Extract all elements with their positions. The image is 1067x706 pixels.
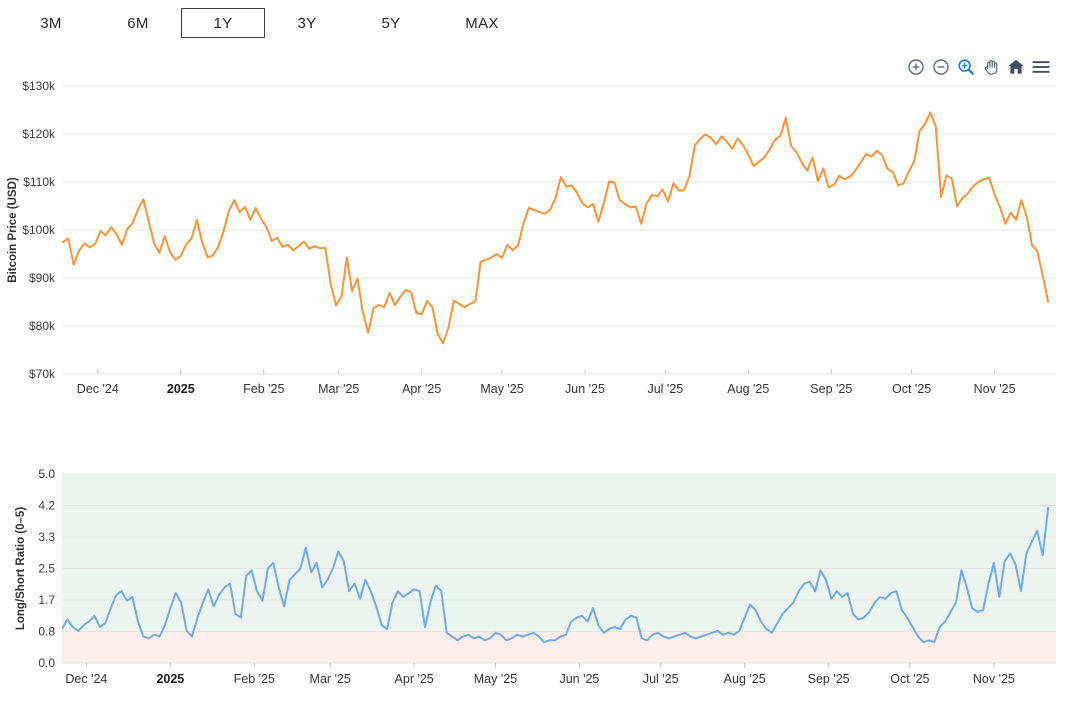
bitcoin-price-xtick-label: Aug '25 [727,382,769,396]
range-button-3m[interactable]: 3M [40,15,62,32]
bitcoin-price-ytick-label: $100k [22,223,56,237]
chart-toolbar [907,58,1050,76]
range-button-3y[interactable]: 3Y [297,15,317,32]
home-icon[interactable] [1007,58,1025,76]
long-short-ratio-xtick-label: Nov '25 [973,672,1015,686]
long-short-ratio-xtick-label: 2025 [156,672,184,686]
long-short-ratio-xtick-label: Jun '25 [559,672,599,686]
bitcoin-price-ytick-label: $120k [22,127,56,141]
long-short-ratio-xtick-label: May '25 [474,672,517,686]
bitcoin-price-xtick-label: Dec '24 [77,382,119,396]
long-short-ratio-xtick-label: Mar '25 [310,672,351,686]
bitcoin-price-ytick-label: $90k [29,271,56,285]
long-short-ratio-axis-title: Long/Short Ratio (0–5) [15,507,27,630]
long-short-ratio-ytick-label: 1.7 [38,593,55,607]
long-short-ratio-band-above-threshold [62,474,1056,632]
long-short-ratio-band-below-threshold [62,631,1056,663]
long-short-ratio-xtick-label: Sep '25 [808,672,850,686]
long-short-ratio-line [62,507,1050,644]
time-range-bar: 3M 6M 1Y 3Y 5Y MAX [0,8,1067,38]
long-short-ratio-ytick-label: 3.3 [38,530,55,544]
long-short-ratio-ytick-label: 0.8 [38,625,55,639]
bitcoin-price-ytick-label: $130k [22,79,56,93]
long-short-ratio-ytick-label: 5.0 [38,467,55,481]
bitcoin-price-ytick-label: $110k [23,175,56,189]
bitcoin-price-xtick-label: Apr '25 [402,382,441,396]
zoom-box-icon[interactable] [957,58,975,76]
long-short-ratio-ytick-label: 4.2 [38,498,55,512]
long-short-ratio-xtick-label: Jul '25 [643,672,679,686]
bitcoin-price-xtick-label: May '25 [480,382,523,396]
long-short-ratio-xtick-label: Feb '25 [234,672,275,686]
bitcoin-price-line [62,111,1050,345]
bitcoin-price-xtick-label: Sep '25 [810,382,852,396]
bitcoin-price-xtick-label: Oct '25 [892,382,931,396]
long-short-ratio-xtick-label: Apr '25 [395,672,434,686]
range-button-max[interactable]: MAX [465,15,499,32]
bitcoin-price-ytick-label: $70k [29,367,56,381]
bitcoin-price-xtick-label: Nov '25 [974,382,1016,396]
zoom-in-icon[interactable] [907,58,925,76]
bitcoin-price-xtick-label: Jun '25 [565,382,605,396]
range-button-1y[interactable]: 1Y [181,8,265,38]
bitcoin-price-chart[interactable]: $70k $80k $90k $100k $110k $120k $130k Dec '24 2… [0,55,1067,415]
long-short-ratio-xtick-label: Aug '25 [724,672,766,686]
bitcoin-price-xtick-label: 2025 [167,382,195,396]
bitcoin-price-xtick-label: Mar '25 [318,382,359,396]
long-short-ratio-xtick-label: Dec '24 [65,672,107,686]
bitcoin-price-ytick-label: $80k [29,319,56,333]
bitcoin-price-xtick-label: Jul '25 [647,382,683,396]
bitcoin-price-axis-title: Bitcoin Price (USD) [7,177,19,283]
range-button-5y[interactable]: 5Y [381,15,401,32]
long-short-ratio-chart[interactable]: 0.0 0.8 1.7 2.5 3.3 4.2 5.0 Dec '24 2025 Feb '25 M… [0,450,1067,700]
long-short-ratio-ytick-label: 0.0 [38,656,55,670]
bitcoin-price-xtick-label: Feb '25 [243,382,284,396]
zoom-out-icon[interactable] [932,58,950,76]
range-button-6m[interactable]: 6M [127,15,149,32]
long-short-ratio-xtick-label: Oct '25 [890,672,929,686]
long-short-ratio-ytick-label: 2.5 [38,562,55,576]
pan-icon[interactable] [982,58,1000,76]
menu-icon[interactable] [1032,58,1050,76]
